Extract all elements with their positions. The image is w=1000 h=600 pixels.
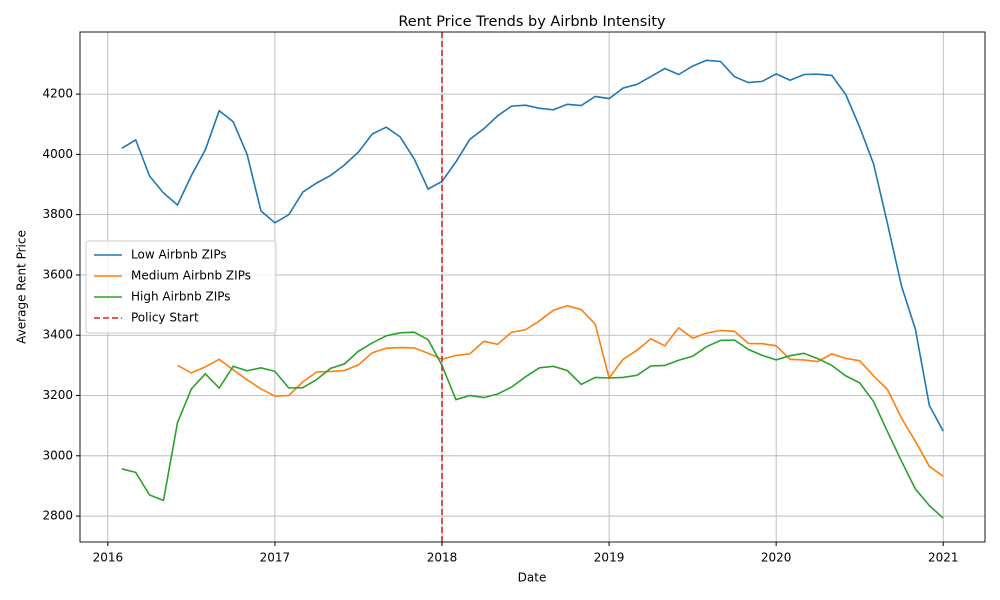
y-tick-label: 3800 <box>42 207 73 221</box>
y-axis-label: Average Rent Price <box>15 230 29 344</box>
legend-label: Low Airbnb ZIPs <box>131 248 227 262</box>
x-tick-label: 2018 <box>427 551 458 565</box>
plot-frame <box>79 31 986 543</box>
y-tick-label: 3600 <box>42 267 73 281</box>
x-axis-label: Date <box>518 571 547 585</box>
y-tick-label: 3400 <box>42 328 73 342</box>
x-tick-label: 2019 <box>594 551 625 565</box>
y-tick-label: 4200 <box>42 87 73 101</box>
x-tick-label: 2021 <box>928 551 959 565</box>
x-tick-label: 2017 <box>260 551 291 565</box>
series-line <box>177 304 944 477</box>
y-tick-label: 2800 <box>42 509 73 523</box>
chart-title: Rent Price Trends by Airbnb Intensity <box>398 14 666 30</box>
series-line <box>121 59 944 432</box>
legend-label: Medium Airbnb ZIPs <box>131 269 251 283</box>
y-tick-label: 3200 <box>42 388 73 402</box>
legend-label: Policy Start <box>131 311 199 325</box>
y-tick-label: 3000 <box>42 448 73 462</box>
legend-box <box>85 240 277 334</box>
y-tick-label: 4000 <box>42 147 73 161</box>
legend-label: High Airbnb ZIPs <box>131 290 231 304</box>
x-tick-label: 2016 <box>93 551 124 565</box>
x-tick-label: 2020 <box>761 551 792 565</box>
series-line <box>121 331 944 519</box>
